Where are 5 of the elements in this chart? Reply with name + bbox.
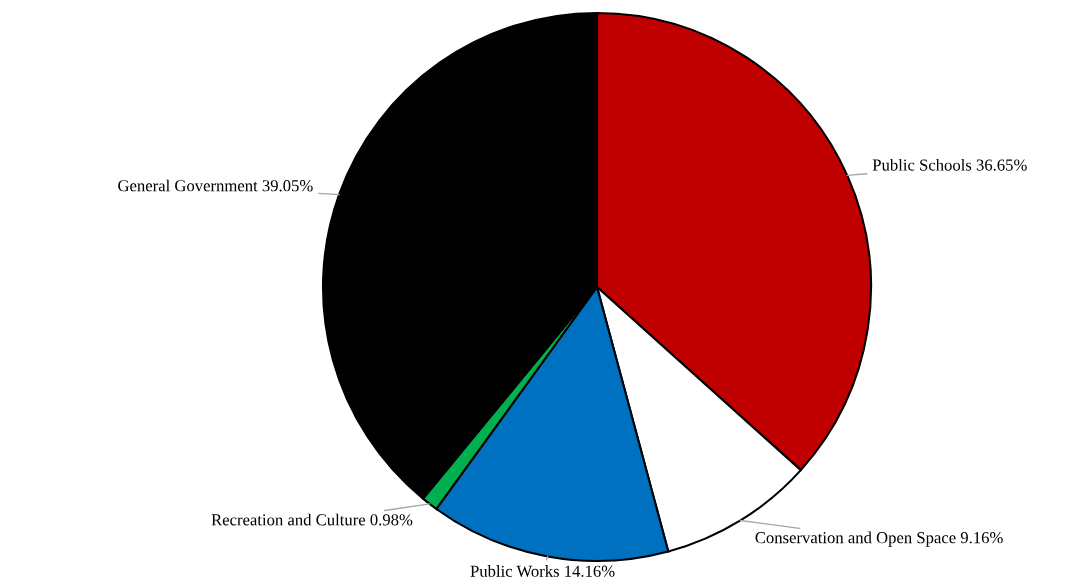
slice-label: Conservation and Open Space 9.16% <box>755 531 1003 547</box>
slice-label: General Government 39.05% <box>118 179 313 192</box>
slice-label: Recreation and Culture 0.98% <box>211 513 413 526</box>
slice-label: Public Works 14.16% <box>470 565 615 577</box>
slice-label: Public Schools 36.65% <box>872 158 1027 171</box>
